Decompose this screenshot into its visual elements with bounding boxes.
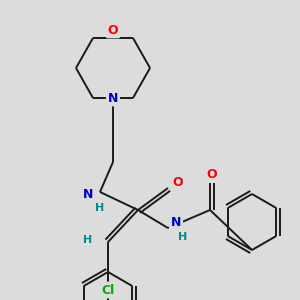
Text: Cl: Cl	[101, 284, 115, 296]
Text: O: O	[173, 176, 183, 190]
Text: H: H	[178, 232, 188, 242]
Text: N: N	[108, 92, 118, 104]
Text: O: O	[108, 23, 118, 37]
Text: H: H	[95, 203, 105, 213]
Text: O: O	[207, 167, 217, 181]
Text: N: N	[83, 188, 93, 200]
Text: N: N	[171, 215, 181, 229]
Text: H: H	[83, 235, 93, 245]
